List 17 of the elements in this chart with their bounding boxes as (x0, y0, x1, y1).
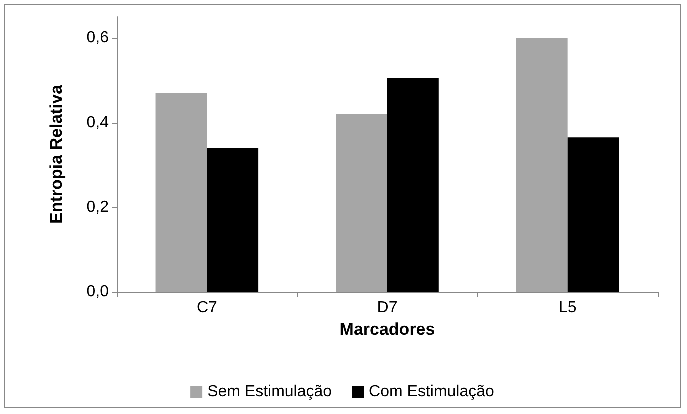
x-axis-title: Marcadores (340, 320, 436, 339)
bar (336, 114, 388, 292)
y-axis-title: Entropia Relativa (47, 84, 66, 224)
x-tick-label: C7 (196, 300, 218, 316)
bar (516, 38, 568, 292)
bar (156, 93, 208, 292)
legend-label: Com Estimulação (369, 384, 495, 400)
y-tick-label: 0,4 (86, 114, 110, 132)
bar (388, 78, 439, 292)
y-tick-label: 0,2 (86, 198, 110, 216)
y-tick-label: 0,0 (86, 284, 110, 300)
legend-label: Sem Estimulação (208, 384, 332, 400)
y-tick-label: 0,6 (86, 30, 110, 47)
bar (568, 138, 620, 292)
x-tick-label: L5 (558, 300, 577, 316)
bar (207, 148, 259, 292)
x-tick-label: D7 (377, 300, 398, 316)
